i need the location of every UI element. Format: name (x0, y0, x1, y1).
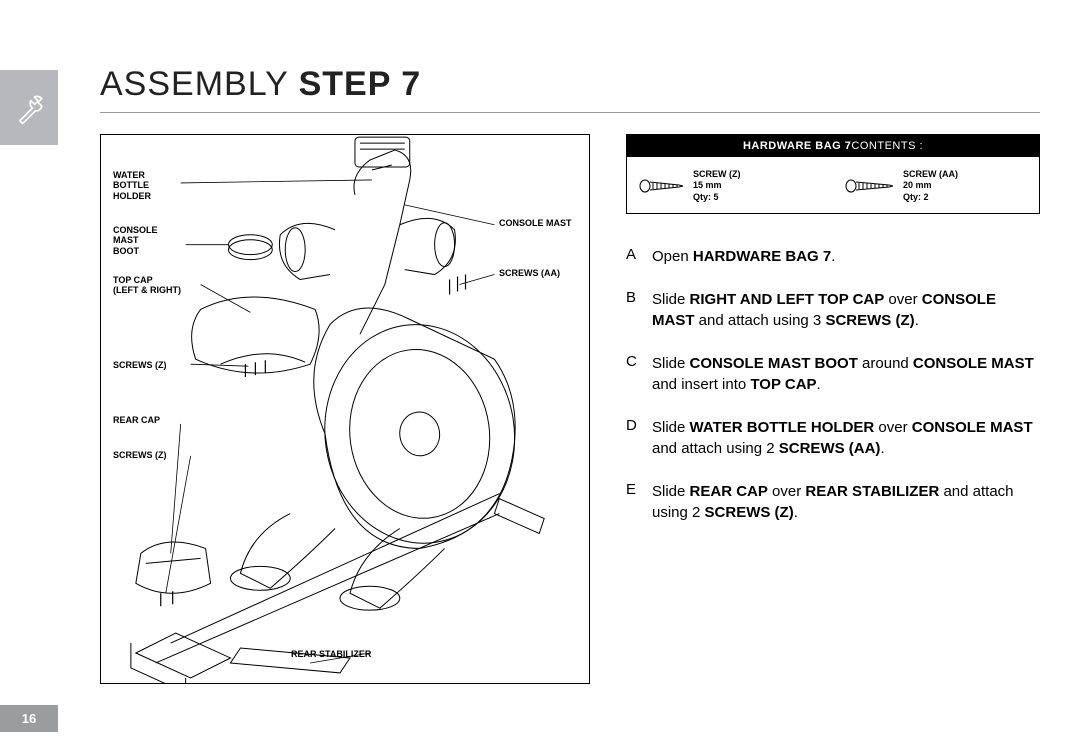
text: Slide (652, 419, 690, 436)
instruction-row: ESlide REAR CAP over REAR STABILIZER and… (626, 481, 1040, 523)
text: . (831, 248, 835, 265)
text: . (915, 312, 919, 329)
bold-text: HARDWARE BAG 7 (693, 248, 831, 265)
instruction-letter: D (626, 417, 652, 459)
bold-text: WATER BOTTLE HOLDER (690, 419, 875, 436)
hardware-bag-box: HARDWARE BAG 7 CONTENTS : SCREW (Z) 15 m… (626, 134, 1040, 214)
text: Open (652, 248, 693, 265)
hw1-qty: Qty: 2 (903, 192, 958, 203)
bold-text: CONSOLE MAST BOOT (690, 355, 858, 372)
label-screws-z-2: SCREWS (Z) (113, 450, 167, 460)
text: . (794, 504, 798, 521)
instruction-row: DSlide WATER BOTTLE HOLDER over CONSOLE … (626, 417, 1040, 459)
instruction-text: Open HARDWARE BAG 7. (652, 246, 835, 267)
instruction-text: Slide RIGHT AND LEFT TOP CAP over CONSOL… (652, 289, 1040, 331)
label-screws-z-1: SCREWS (Z) (113, 360, 167, 370)
hardware-row: SCREW (Z) 15 mm Qty: 5 SCREW (AA) 20 mm (627, 157, 1039, 215)
hw1-size: 20 mm (903, 180, 958, 191)
instruction-letter: B (626, 289, 652, 331)
hardware-cell-1: SCREW (AA) 20 mm Qty: 2 (833, 169, 1039, 203)
text: . (817, 376, 821, 393)
page-number: 16 (0, 705, 58, 732)
instructions-list: AOpen HARDWARE BAG 7.BSlide RIGHT AND LE… (626, 246, 1040, 545)
hardware-header-bold: HARDWARE BAG 7 (743, 140, 851, 152)
screw-icon (639, 177, 687, 195)
text: Slide (652, 483, 690, 500)
label-rear-cap: REAR CAP (113, 415, 160, 425)
text: Slide (652, 291, 690, 308)
label-rear-stabilizer: REAR STABILIZER (291, 649, 371, 659)
bold-text: SCREWS (Z) (825, 312, 914, 329)
text: over (768, 483, 806, 500)
instruction-text: Slide REAR CAP over REAR STABILIZER and … (652, 481, 1040, 523)
bold-text: CONSOLE MAST (912, 419, 1033, 436)
bold-text: CONSOLE MAST (913, 355, 1034, 372)
text: . (880, 440, 884, 457)
instruction-row: BSlide RIGHT AND LEFT TOP CAP over CONSO… (626, 289, 1040, 331)
text: over (874, 419, 912, 436)
text: and attach using 3 (695, 312, 826, 329)
hardware-text-0: SCREW (Z) 15 mm Qty: 5 (693, 169, 741, 203)
screw-icon (845, 177, 897, 195)
text: Slide (652, 355, 690, 372)
hw1-name: SCREW (AA) (903, 169, 958, 180)
hardware-cell-0: SCREW (Z) 15 mm Qty: 5 (627, 169, 833, 203)
hardware-header-rest: CONTENTS : (851, 140, 923, 152)
instruction-letter: A (626, 246, 652, 267)
instruction-text: Slide WATER BOTTLE HOLDER over CONSOLE M… (652, 417, 1040, 459)
bold-text: SCREWS (AA) (779, 440, 881, 457)
bold-text: SCREWS (Z) (705, 504, 794, 521)
hw0-qty: Qty: 5 (693, 192, 741, 203)
title-light: ASSEMBLY (100, 65, 299, 103)
bold-text: TOP CAP (750, 376, 816, 393)
label-water-bottle-holder: WATERBOTTLEHOLDER (113, 170, 151, 201)
hw0-name: SCREW (Z) (693, 169, 741, 180)
hardware-header: HARDWARE BAG 7 CONTENTS : (627, 135, 1039, 157)
instruction-text: Slide CONSOLE MAST BOOT around CONSOLE M… (652, 353, 1040, 395)
bold-text: RIGHT AND LEFT TOP CAP (690, 291, 885, 308)
instruction-letter: C (626, 353, 652, 395)
page: ASSEMBLY STEP 7 (0, 0, 1080, 752)
text: and attach using 2 (652, 440, 779, 457)
text: around (858, 355, 913, 372)
bold-text: REAR CAP (690, 483, 768, 500)
hw0-size: 15 mm (693, 180, 741, 191)
text: over (884, 291, 922, 308)
label-console-mast-boot: CONSOLEMASTBOOT (113, 225, 158, 256)
instruction-row: AOpen HARDWARE BAG 7. (626, 246, 1040, 267)
page-title: ASSEMBLY STEP 7 (100, 65, 421, 104)
wrench-icon-tab (0, 70, 58, 145)
label-screws-aa: SCREWS (AA) (499, 268, 560, 278)
instruction-letter: E (626, 481, 652, 523)
label-top-cap: TOP CAP(LEFT & RIGHT) (113, 275, 181, 296)
title-bold: STEP 7 (299, 65, 422, 103)
hardware-text-1: SCREW (AA) 20 mm Qty: 2 (903, 169, 958, 203)
assembly-diagram: WATERBOTTLEHOLDER CONSOLEMASTBOOT TOP CA… (100, 134, 590, 684)
wrench-icon (12, 91, 46, 125)
bold-text: REAR STABILIZER (805, 483, 939, 500)
text: and insert into (652, 376, 750, 393)
label-console-mast: CONSOLE MAST (499, 218, 572, 228)
title-rule (100, 112, 1040, 113)
instruction-row: CSlide CONSOLE MAST BOOT around CONSOLE … (626, 353, 1040, 395)
